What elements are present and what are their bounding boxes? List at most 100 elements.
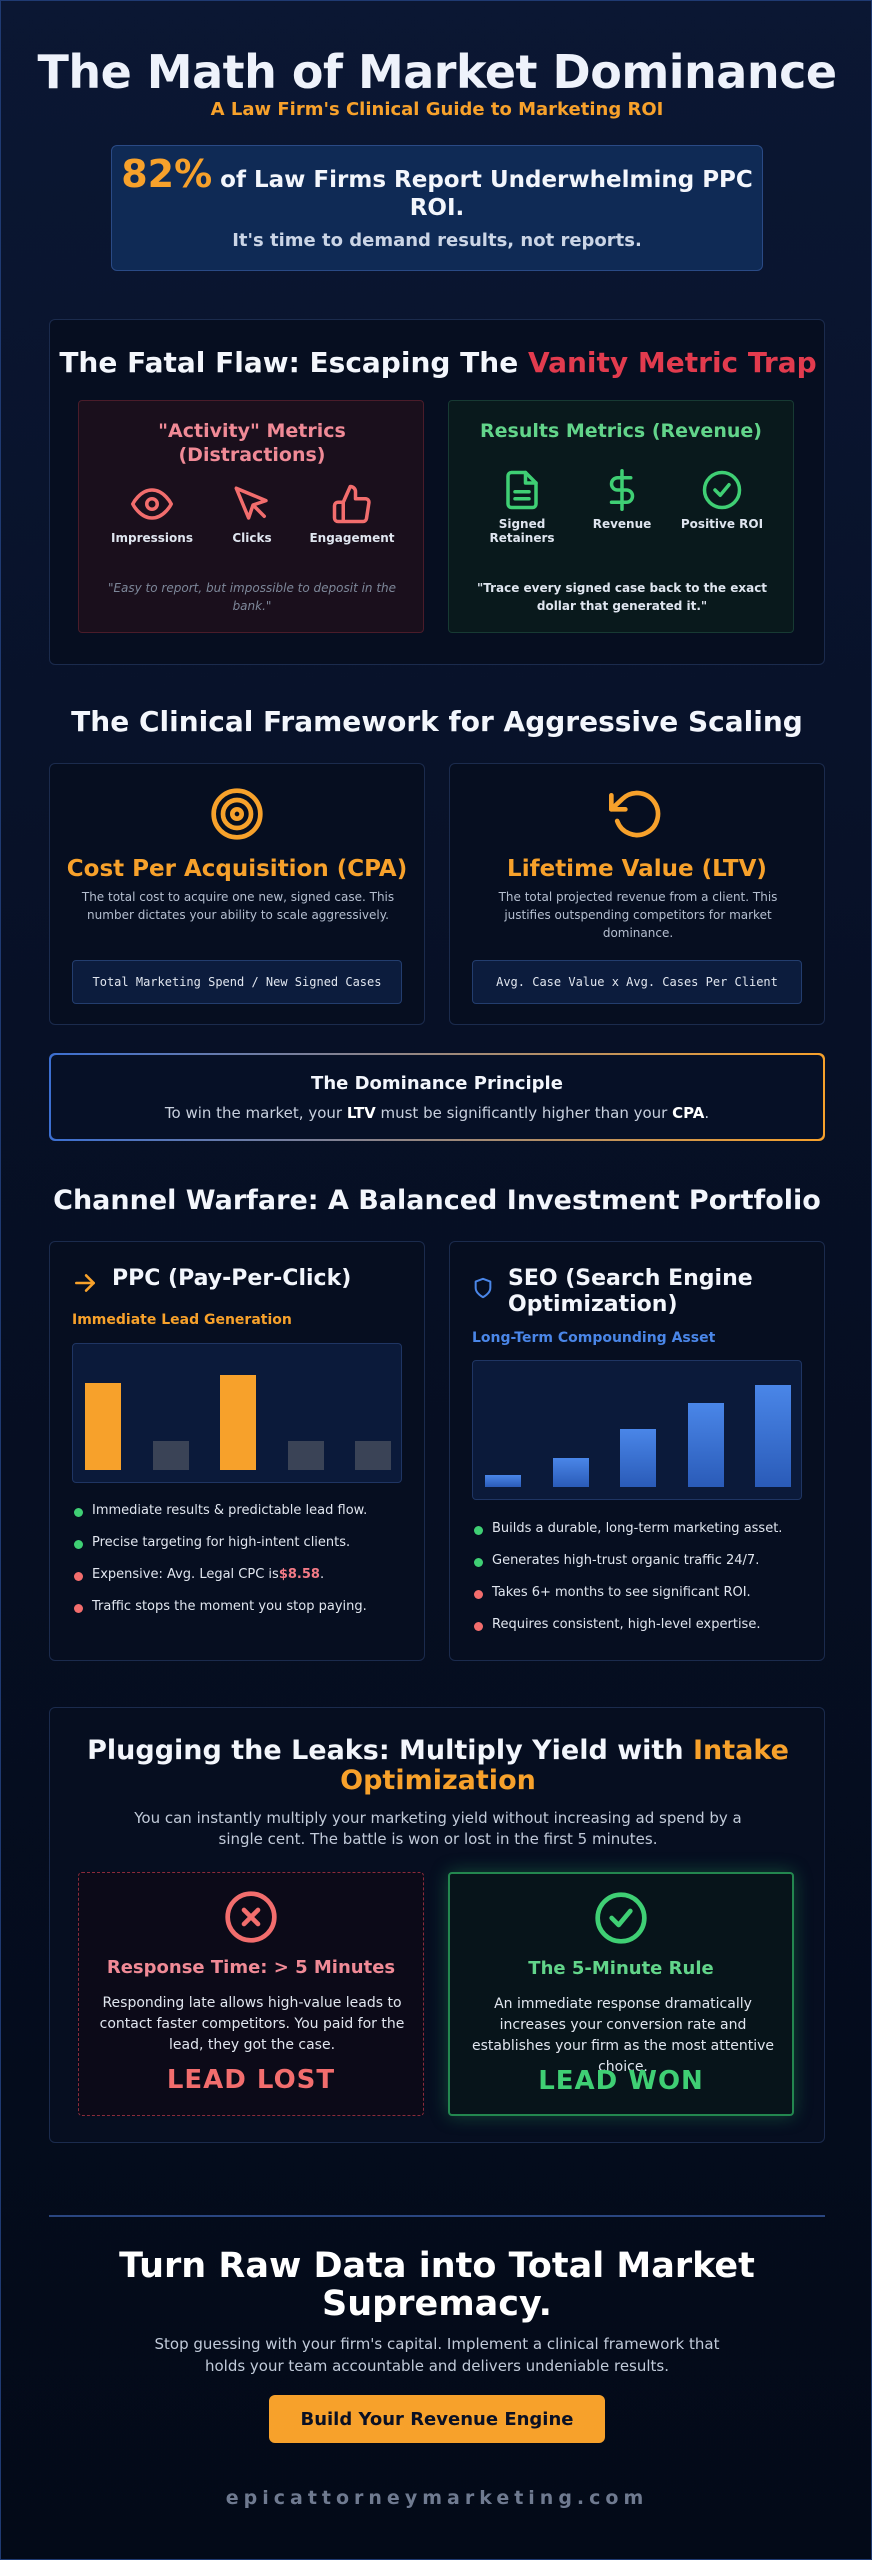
dominance-principle-box: The Dominance Principle To win the marke… [49,1053,825,1141]
seo-bar [620,1429,656,1487]
con-bullet-icon [74,1572,83,1581]
section-divider [49,2215,825,2217]
principle-title: The Dominance Principle [311,1073,563,1094]
principle-text-3: . [704,1104,710,1122]
check-circle-icon [595,1892,647,1944]
principle-text-2: must be significantly higher than your [375,1104,673,1122]
principle-inner: The Dominance Principle To win the marke… [51,1055,823,1139]
list-item: Takes 6+ months to see significant ROI. [472,1584,812,1602]
results-metrics-title: Results Metrics (Revenue) [480,420,762,442]
ppc-item-text: Expensive: Avg. Legal CPC is [92,1567,279,1582]
ltv-icon-wrap [450,786,824,842]
results-metrics-card: Results Metrics (Revenue) Signed Retaine… [448,400,794,633]
check-circle-icon [702,470,742,510]
ppc-bar [287,1441,324,1470]
intake-description: You can instantly multiply your marketin… [134,1809,742,1848]
positive-roi-metric: Positive ROI [672,469,772,531]
cpa-formula: Total Marketing Spend / New Signed Cases [72,960,402,1004]
list-item: Expensive: Avg. Legal CPC is$8.58. [72,1566,412,1584]
seo-bar [552,1458,589,1487]
seo-list: Builds a durable, long-term marketing as… [472,1520,812,1648]
cta-description: Stop guessing with your firm's capital. … [154,2335,720,2375]
framework-section-title: The Clinical Framework for Aggressive Sc… [71,705,803,738]
lead-lost-result: LEAD LOST [166,2065,336,2095]
cpa-card: Cost Per Acquisition (CPA) The total cos… [49,763,425,1025]
seo-bar-chart [472,1360,802,1500]
seo-card: SEO (Search Engine Optimization) Long-Te… [449,1241,825,1661]
build-revenue-engine-button[interactable]: Build Your Revenue Engine [269,2395,605,2443]
pro-bullet-icon [474,1558,483,1567]
con-bullet-icon [474,1590,483,1599]
channels-section-title: Channel Warfare: A Balanced Investment P… [53,1185,821,1216]
seo-item-text: Requires consistent, high-level expertis… [492,1617,761,1632]
con-bullet-icon [74,1604,83,1613]
cta-title: Turn Raw Data into Total Market Supremac… [119,2246,755,2324]
results-quote: "Trace every signed case back to the exa… [476,581,768,613]
ppc-item-text: Traffic stops the moment you stop paying… [92,1599,367,1614]
list-item: Builds a durable, long-term marketing as… [472,1520,812,1538]
cpa-icon-wrap [50,786,424,842]
lead-won-description: An immediate response dramatically incre… [471,1996,775,2075]
intake-title-highlight: Intake Optimization [340,1735,789,1796]
stat-number: 82% [121,152,213,196]
cursor-icon [234,486,268,520]
seo-header: SEO (Search Engine Optimization) [472,1266,812,1318]
engagement-label: Engagement [309,531,395,545]
activity-metrics-card: "Activity" Metrics (Distractions) Impres… [78,400,424,633]
stat-headline: 82% of Law Firms Report Underwhelming PPC… [112,155,762,222]
revenue-label: Revenue [592,517,652,531]
signed-retainers-label: Signed Retainers [489,517,555,545]
ppc-bar-chart [72,1343,402,1483]
ppc-card: PPC (Pay-Per-Click) Immediate Lead Gener… [49,1241,425,1661]
intake-section-title: Plugging the Leaks: Multiply Yield with … [70,1736,806,1796]
lead-won-icon-wrap [450,1890,792,1946]
vanity-section-title: The Fatal Flaw: Escaping The Vanity Metr… [50,346,826,379]
clicks-metric: Clicks [202,483,302,545]
vanity-title-prefix: The Fatal Flaw: Escaping The [59,346,528,379]
seo-item-text: Generates high-trust organic traffic 24/… [492,1553,760,1568]
ppc-title: PPC (Pay-Per-Click) [112,1266,352,1291]
ppc-bar [220,1375,256,1470]
activity-quote: "Easy to report, but impossible to depos… [107,581,397,613]
stat-subtext: It's time to demand results, not reports… [232,230,642,251]
list-item: Immediate results & predictable lead flo… [72,1502,412,1520]
cpa-title: Cost Per Acquisition (CPA) [66,856,408,882]
stat-text: of Law Firms Report Underwhelming PPC RO… [220,167,753,221]
seo-bar [687,1403,724,1487]
ltv-formula: Avg. Case Value x Avg. Cases Per Client [472,960,802,1004]
ppc-bar [85,1383,121,1470]
rotate-ccw-icon [609,790,661,838]
intake-title-prefix: Plugging the Leaks: Multiply Yield with [87,1735,693,1766]
shield-icon [474,1277,492,1299]
seo-bar [485,1475,521,1487]
principle-text-1: To win the market, your [164,1104,347,1122]
revenue-metric: Revenue [572,469,672,531]
positive-roi-label: Positive ROI [680,517,764,531]
seo-bar [755,1385,791,1487]
intake-section: Plugging the Leaks: Multiply Yield with … [49,1707,825,2143]
page-subtitle: A Law Firm's Clinical Guide to Marketing… [210,99,664,120]
target-icon [211,788,263,840]
list-item: Precise targeting for high-intent client… [72,1534,412,1552]
ppc-list: Immediate results & predictable lead flo… [72,1502,412,1630]
list-item: Traffic stops the moment you stop paying… [72,1598,412,1616]
ppc-item-text: Immediate results & predictable lead flo… [92,1503,368,1518]
principle-ltv: LTV [346,1104,376,1122]
con-bullet-icon [474,1622,483,1631]
seo-item-text: Takes 6+ months to see significant ROI. [492,1585,751,1600]
ltv-title: Lifetime Value (LTV) [507,856,767,882]
ppc-subtitle: Immediate Lead Generation [72,1312,292,1328]
x-circle-icon [225,1891,277,1943]
stat-banner: 82% of Law Firms Report Underwhelming PPC… [111,145,763,271]
ppc-item-after: . [319,1567,325,1582]
cpc-value: $8.58 [278,1567,320,1582]
lead-won-card: The 5-Minute Rule An immediate response … [448,1872,794,2116]
list-item: Requires consistent, high-level expertis… [472,1616,812,1634]
seo-title: SEO (Search Engine Optimization) [508,1266,753,1317]
footer-domain: epicattorneymarketing.com [225,2487,649,2509]
pro-bullet-icon [74,1540,83,1549]
dollar-icon [609,469,635,511]
vanity-title-highlight: Vanity Metric Trap [527,346,817,379]
page-title: The Math of Market Dominance [37,45,837,99]
lead-won-title: The 5-Minute Rule [528,1958,714,1979]
